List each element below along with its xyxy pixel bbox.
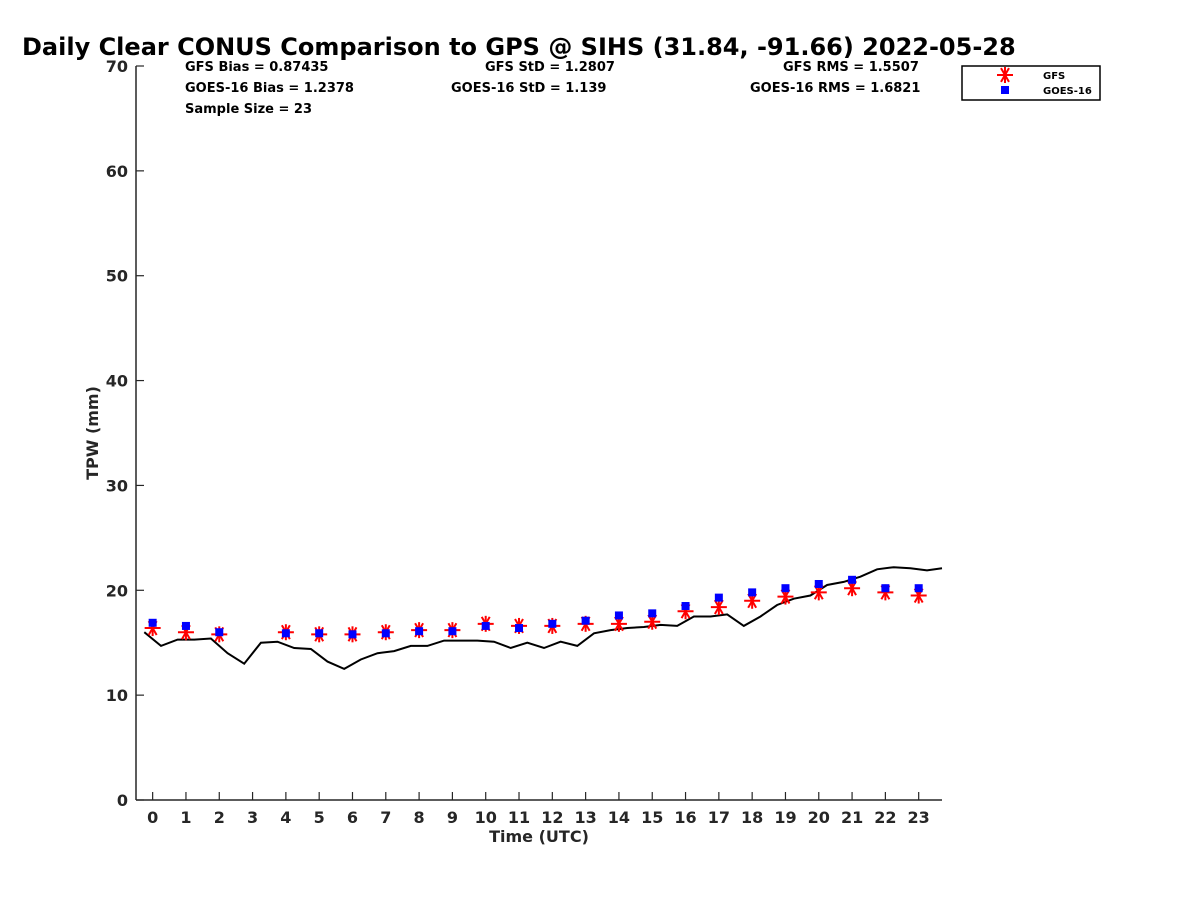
- goes-point: [415, 627, 424, 636]
- gfs-series: [144, 580, 927, 643]
- goes-point: [481, 621, 490, 630]
- x-tick-label: 20: [808, 808, 830, 827]
- goes-point: [148, 618, 157, 627]
- goes-point: [714, 593, 723, 602]
- legend-gfs-marker: [997, 67, 1013, 83]
- goes-point: [648, 609, 657, 618]
- y-tick-label: 10: [106, 686, 128, 705]
- goes-point: [548, 619, 557, 628]
- gfs-point: [710, 599, 727, 616]
- x-tick-label: 6: [347, 808, 358, 827]
- x-axis-label: Time (UTC): [489, 827, 589, 846]
- goes-point: [848, 575, 857, 584]
- goes-point: [281, 629, 290, 638]
- y-tick-label: 60: [106, 162, 128, 181]
- x-tick-label: 19: [774, 808, 796, 827]
- goes-point: [681, 602, 690, 611]
- goes-point: [748, 588, 757, 597]
- goes-point: [515, 624, 524, 633]
- gps-line-layer: [143, 566, 943, 671]
- x-tick-label: 8: [414, 808, 425, 827]
- goes-point: [781, 584, 790, 593]
- x-tick-label: 14: [608, 808, 630, 827]
- x-tick-label: 2: [214, 808, 225, 827]
- x-tick-label: 3: [247, 808, 258, 827]
- goes-std-stat: GOES-16 StD = 1.139: [451, 81, 606, 96]
- y-tick-label: 0: [117, 791, 128, 810]
- x-tick-label: 4: [280, 808, 291, 827]
- y-axis-label: TPW (mm): [83, 386, 102, 480]
- x-tick-label: 16: [674, 808, 696, 827]
- x-tick-label: 0: [147, 808, 158, 827]
- goes-point: [381, 629, 390, 638]
- goes-point: [181, 621, 190, 630]
- x-tick-label: 13: [574, 808, 596, 827]
- goes-series: [148, 575, 923, 639]
- gfs-std-stat: GFS StD = 1.2807: [485, 60, 615, 75]
- x-tick-label: 7: [380, 808, 391, 827]
- x-tick-label: 22: [874, 808, 896, 827]
- axes: [135, 66, 942, 801]
- x-tick-label: 1: [180, 808, 191, 827]
- gfs-bias-stat: GFS Bias = 0.87435: [185, 60, 328, 75]
- x-tick-label: 17: [708, 808, 730, 827]
- y-tick-label: 50: [106, 267, 128, 286]
- x-tick-label: 11: [508, 808, 530, 827]
- goes-rms-stat: GOES-16 RMS = 1.6821: [750, 81, 920, 96]
- goes-point: [581, 616, 590, 625]
- y-tick-label: 20: [106, 581, 128, 600]
- goes-point: [348, 630, 357, 639]
- goes-point: [614, 611, 623, 620]
- x-tick-label: 9: [447, 808, 458, 827]
- x-tick-label: 12: [541, 808, 563, 827]
- x-axis-ticks: 0 1 2 3 4 5 6 7 8 9 10 11 12 13 14 15 16 17 18 19 20 21 22 23: [147, 792, 930, 827]
- legend-gfs-label: GFS: [1043, 71, 1065, 82]
- legend-goes-label: GOES-16: [1043, 86, 1092, 97]
- x-tick-label: 18: [741, 808, 763, 827]
- sample-size-stat: Sample Size = 23: [185, 102, 312, 117]
- legend-box: [961, 65, 1101, 101]
- gfs-rms-stat: GFS RMS = 1.5507: [783, 60, 919, 75]
- y-tick-label: 30: [106, 476, 128, 495]
- x-tick-label: 21: [841, 808, 863, 827]
- legend-goes-marker: [1001, 86, 1009, 94]
- goes-point: [814, 579, 823, 588]
- goes-point: [881, 584, 890, 593]
- legend: GFS GOES-16: [961, 65, 1101, 101]
- goes-point: [448, 627, 457, 636]
- y-axis-ticks: 0 10 20 30 40 50 60 70: [106, 57, 144, 810]
- goes-point: [315, 629, 324, 638]
- chart-title: Daily Clear CONUS Comparison to GPS @ SI…: [22, 33, 1016, 61]
- goes-point: [914, 584, 923, 593]
- y-tick-label: 70: [106, 57, 128, 76]
- goes-bias-stat: GOES-16 Bias = 1.2378: [185, 81, 354, 96]
- goes-point: [215, 628, 224, 637]
- x-tick-label: 23: [908, 808, 930, 827]
- x-tick-label: 5: [314, 808, 325, 827]
- gps-line: [143, 566, 943, 671]
- legend-gfs-asterisk: [997, 67, 1013, 83]
- x-tick-label: 15: [641, 808, 663, 827]
- x-tick-label: 10: [475, 808, 497, 827]
- y-tick-label: 40: [106, 372, 128, 391]
